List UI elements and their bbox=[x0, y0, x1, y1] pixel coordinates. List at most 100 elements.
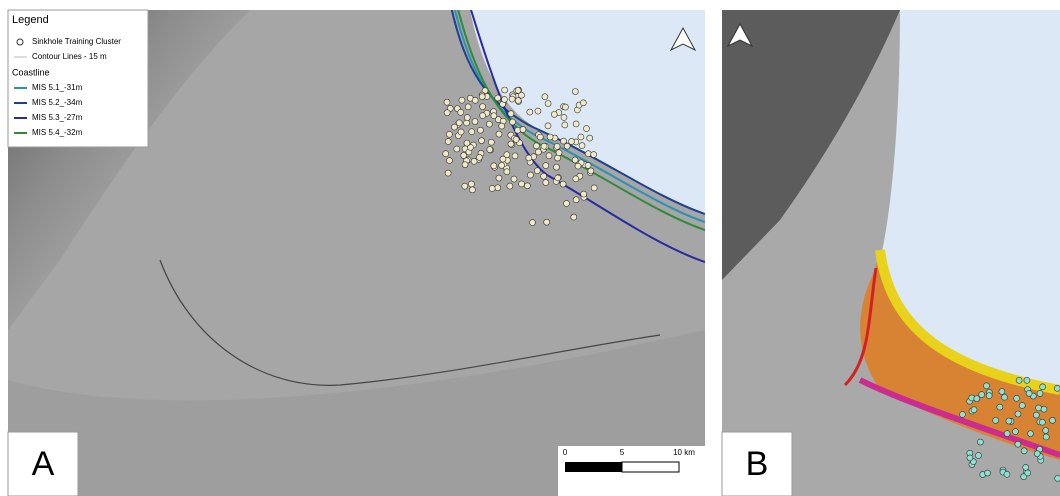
point bbox=[1016, 377, 1022, 383]
legend-item: MIS 5.2_-34m bbox=[32, 98, 83, 107]
point bbox=[1019, 402, 1025, 408]
sinkhole-point bbox=[458, 109, 464, 115]
sinkhole-point bbox=[508, 111, 514, 117]
sinkhole-point bbox=[445, 170, 451, 176]
sinkhole-point bbox=[520, 127, 526, 133]
point bbox=[1055, 475, 1060, 481]
sinkhole-point bbox=[446, 131, 452, 137]
figure: Legend Sinkhole Training Cluster Contour… bbox=[0, 0, 1060, 496]
sinkhole-point bbox=[468, 181, 474, 187]
legend-item: MIS 5.3_-27m bbox=[32, 113, 83, 122]
point bbox=[983, 383, 989, 389]
sinkhole-point bbox=[458, 129, 464, 135]
point bbox=[986, 393, 992, 399]
sinkhole-point bbox=[508, 141, 514, 147]
sinkhole-point bbox=[496, 175, 502, 181]
sinkhole-point bbox=[588, 168, 594, 174]
sinkhole-point bbox=[553, 164, 559, 170]
sinkhole-point bbox=[477, 127, 483, 133]
point bbox=[1037, 390, 1043, 396]
panel-label: B bbox=[746, 445, 769, 483]
sinkhole-point bbox=[495, 185, 501, 191]
point bbox=[999, 388, 1005, 394]
sinkhole-point bbox=[496, 131, 502, 137]
sinkhole-point bbox=[504, 169, 510, 175]
sinkhole-point bbox=[591, 185, 597, 191]
sinkhole-point bbox=[491, 163, 497, 169]
sinkhole-point bbox=[480, 113, 486, 119]
sinkhole-point bbox=[464, 120, 470, 126]
sinkhole-point bbox=[512, 153, 518, 159]
point bbox=[1015, 411, 1021, 417]
scale-label: 5 bbox=[620, 448, 625, 457]
sinkhole-point bbox=[575, 163, 581, 169]
point bbox=[1049, 417, 1055, 423]
sinkhole-point bbox=[573, 197, 579, 203]
sinkhole-point bbox=[464, 115, 470, 121]
sinkhole-point bbox=[580, 100, 586, 106]
sinkhole-point bbox=[562, 122, 568, 128]
sinkhole-point bbox=[491, 113, 497, 119]
sinkhole-point bbox=[587, 135, 593, 141]
sinkhole-point bbox=[509, 96, 515, 102]
sinkhole-point bbox=[564, 143, 570, 149]
sinkhole-point bbox=[499, 123, 505, 129]
sinkhole-point bbox=[546, 153, 552, 159]
sinkhole-point bbox=[479, 138, 485, 144]
sinkhole-point bbox=[556, 150, 562, 156]
sinkhole-point bbox=[544, 219, 550, 225]
sinkhole-point bbox=[591, 152, 597, 158]
sinkhole-point bbox=[472, 97, 478, 103]
sinkhole-point bbox=[535, 108, 541, 114]
point bbox=[1043, 428, 1049, 434]
point bbox=[979, 392, 985, 398]
sinkhole-point bbox=[535, 149, 541, 155]
point bbox=[1034, 451, 1040, 457]
sinkhole-point bbox=[561, 114, 567, 120]
sinkhole-point bbox=[469, 187, 475, 193]
sinkhole-point bbox=[527, 172, 533, 178]
sinkhole-point bbox=[472, 118, 478, 124]
point bbox=[1039, 419, 1045, 425]
point bbox=[1004, 431, 1010, 437]
legend-title: Legend bbox=[12, 14, 49, 26]
sinkhole-point bbox=[578, 134, 584, 140]
scale-label: 10 km bbox=[673, 448, 695, 457]
sinkhole-point bbox=[560, 181, 566, 187]
point bbox=[977, 439, 983, 445]
sinkhole-point bbox=[534, 168, 540, 174]
sinkhole-point bbox=[572, 88, 578, 94]
sinkhole-point bbox=[524, 183, 530, 189]
sinkhole-point bbox=[451, 124, 457, 130]
sinkhole-point bbox=[561, 138, 567, 144]
sinkhole-point bbox=[515, 97, 521, 103]
sinkhole-point bbox=[571, 214, 577, 220]
legend-item: Sinkhole Training Cluster bbox=[32, 37, 121, 46]
sinkhole-point bbox=[489, 185, 495, 191]
point bbox=[993, 417, 999, 423]
sinkhole-point bbox=[444, 110, 450, 116]
point bbox=[1033, 412, 1039, 418]
sinkhole-point bbox=[462, 162, 468, 168]
sinkhole-point bbox=[537, 134, 543, 140]
sinkhole-point bbox=[510, 119, 516, 125]
panel-b-map bbox=[722, 10, 1060, 496]
sinkhole-point bbox=[443, 151, 449, 157]
sinkhole-point bbox=[488, 139, 494, 145]
sinkhole-point bbox=[555, 175, 561, 181]
point bbox=[1014, 395, 1020, 401]
sinkhole-point bbox=[585, 162, 591, 168]
point bbox=[1023, 464, 1029, 470]
sinkhole-point bbox=[542, 94, 548, 100]
point bbox=[1004, 471, 1010, 477]
sinkhole-point bbox=[500, 156, 506, 162]
sinkhole-point bbox=[545, 123, 551, 129]
point bbox=[967, 455, 973, 461]
sinkhole-point bbox=[464, 140, 470, 146]
sinkhole-point bbox=[551, 111, 557, 117]
sinkhole-point bbox=[445, 138, 451, 144]
sinkhole-point bbox=[502, 87, 508, 93]
scale-bar: 0 5 10 km bbox=[558, 446, 705, 496]
sinkhole-point bbox=[533, 143, 539, 149]
point bbox=[1040, 384, 1046, 390]
